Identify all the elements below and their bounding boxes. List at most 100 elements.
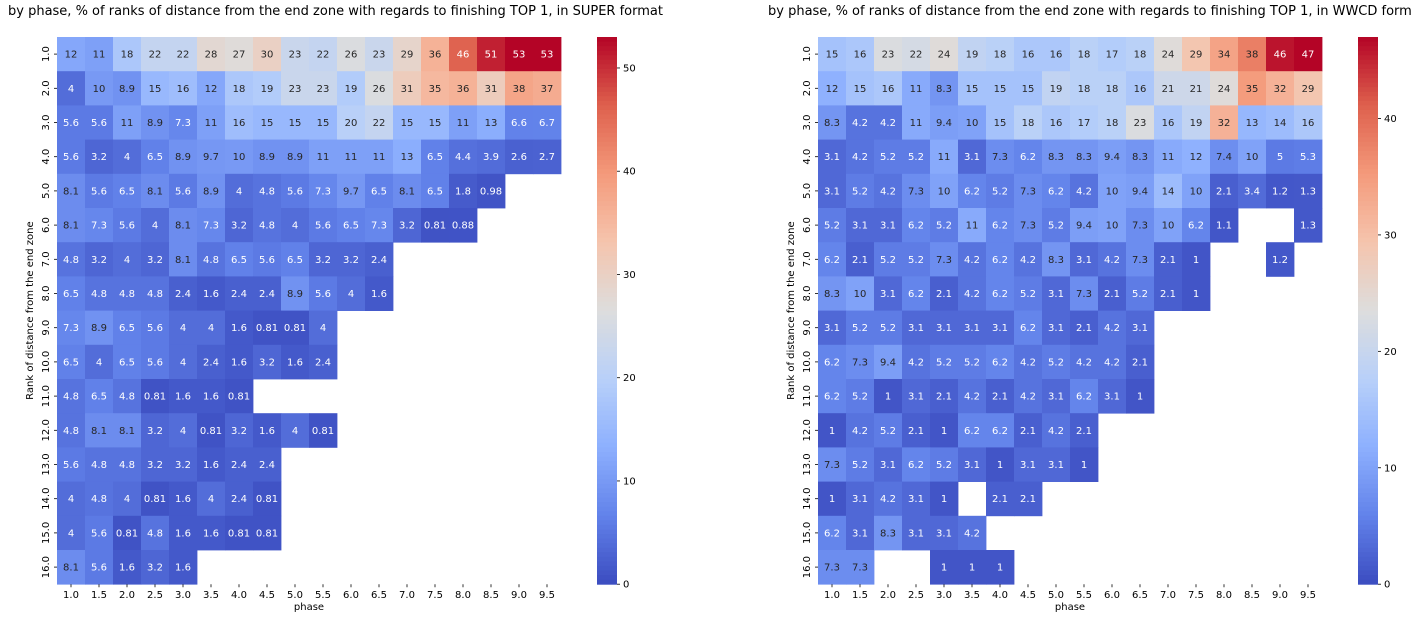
left-colorbar-segment [597,488,617,494]
left-cell-label: 8.9 [119,84,135,95]
left-heatmap-cell [141,37,170,72]
left-heatmap-cell [337,173,366,209]
right-cell-label: 46 [1274,50,1287,61]
left-colorbar-segment [597,182,617,188]
left-heatmap-cell [253,413,282,448]
left-cell-label: 1.6 [175,494,191,505]
right-cell-label: 6.2 [824,392,840,403]
left-heatmap-cell [477,173,506,209]
right-cell-label: 3.1 [1048,323,1064,334]
left-heatmap-cell [225,37,254,72]
right-heatmap-cell [930,139,959,175]
right-cell-label: 16 [882,84,895,95]
left-colorbar-segment [597,429,617,435]
right-heatmap-cell [1126,173,1155,209]
right-cell-label: 4.2 [964,392,980,403]
left-colorbar-segment [597,260,617,266]
right-cell-label: 7.3 [936,255,952,266]
left-colorbar-segment [597,328,617,334]
right-cell-label: 2.1 [992,494,1008,505]
left-cell-label: 15 [261,118,274,129]
left-cell-label: 3.2 [231,426,247,437]
right-colorbar-segment [1358,64,1378,70]
right-heatmap-cell [986,413,1015,448]
right-heatmap-cell [874,242,903,277]
left-colorbar-segment [597,502,617,508]
left-colorbar-segment [597,246,617,252]
left-heatmap-cell [169,208,198,243]
left-cell-label: 3.9 [483,152,499,163]
right-heatmap-cell [958,139,987,175]
right-cell-label: 7.3 [852,563,868,574]
left-cell-label: 5.6 [63,152,79,163]
left-heatmap-cell [253,37,282,72]
left-cell-label: 4 [292,221,298,232]
left-colorbar-segment [597,424,617,430]
left-colorbar-segment [597,310,617,316]
right-heatmap-cell [930,173,959,209]
right-colorbar-segment [1358,310,1378,316]
left-cell-label: 4 [68,84,74,95]
left-colorbar-segment [597,534,617,540]
left-colorbar-segment [597,283,617,289]
right-heatmap-cell [1126,71,1155,106]
left-cell-label: 4 [124,255,130,266]
right-heatmap-cell [930,37,959,72]
left-x-tick-label: 4.0 [231,590,247,601]
right-cell-label: 8.3 [936,84,952,95]
right-colorbar-segment [1358,392,1378,398]
left-cell-label: 37 [541,84,554,95]
left-colorbar-segment [597,388,617,394]
right-colorbar-segment [1358,119,1378,125]
right-heatmap-cell [986,310,1015,346]
left-heatmap-cell [533,105,562,140]
right-heatmap-cell [958,242,987,277]
right-cell-label: 9.4 [1076,221,1092,232]
right-colorbar-segment [1358,55,1378,61]
right-y-tick-label: 6.0 [802,217,813,233]
right-cell-label: 5.2 [852,186,868,197]
left-heatmap-cell [113,105,142,140]
right-cell-label: 7.3 [1132,255,1148,266]
left-colorbar-segment [597,561,617,567]
right-cell-label: 5.2 [880,255,896,266]
left-colorbar-segment [597,397,617,403]
left-cell-label: 0.81 [256,323,278,334]
right-cell-label: 2.1 [852,255,868,266]
right-cell-label: 32 [1218,118,1231,129]
right-cell-label: 8.3 [880,528,896,539]
left-colorbar-segment [597,155,617,161]
right-heatmap-cell [846,105,875,140]
right-x-tick-label: 2.0 [880,590,896,601]
left-heatmap-cell [141,550,170,585]
right-heatmap-cell [1042,242,1071,277]
left-colorbar-segment [597,82,617,88]
left-cell-label: 5.6 [91,528,107,539]
right-cell-label: 5.2 [936,221,952,232]
right-colorbar-segment [1358,109,1378,116]
left-colorbar-segment [597,497,617,503]
right-heatmap-cell [958,71,987,106]
left-heatmap-cell [309,37,338,72]
right-cell-label: 4.2 [880,186,896,197]
left-heatmap-cell [141,276,170,311]
right-cell-label: 3.1 [964,460,980,471]
right-heatmap-cell [874,71,903,106]
right-cell-label: 5.2 [1020,289,1036,300]
left-cell-label: 7.3 [63,323,79,334]
left-heatmap-cell [253,173,282,209]
left-heatmap-cell [393,105,422,140]
right-colorbar-segment [1358,420,1378,426]
right-heatmap-cell [1210,105,1239,140]
right-cell-label: 9.4 [880,357,896,368]
left-cell-label: 2.4 [231,494,247,505]
right-heatmap-cell [1070,37,1099,72]
left-colorbar-segment [597,233,617,239]
right-cell-label: 2.1 [1160,289,1176,300]
right-cell-label: 2.1 [936,289,952,300]
right-heatmap-cell [1126,208,1155,243]
left-heatmap-cell [337,71,366,106]
right-heatmap-cell [818,310,847,346]
left-heatmap-cell [197,208,226,243]
left-colorbar-segment [597,351,617,357]
